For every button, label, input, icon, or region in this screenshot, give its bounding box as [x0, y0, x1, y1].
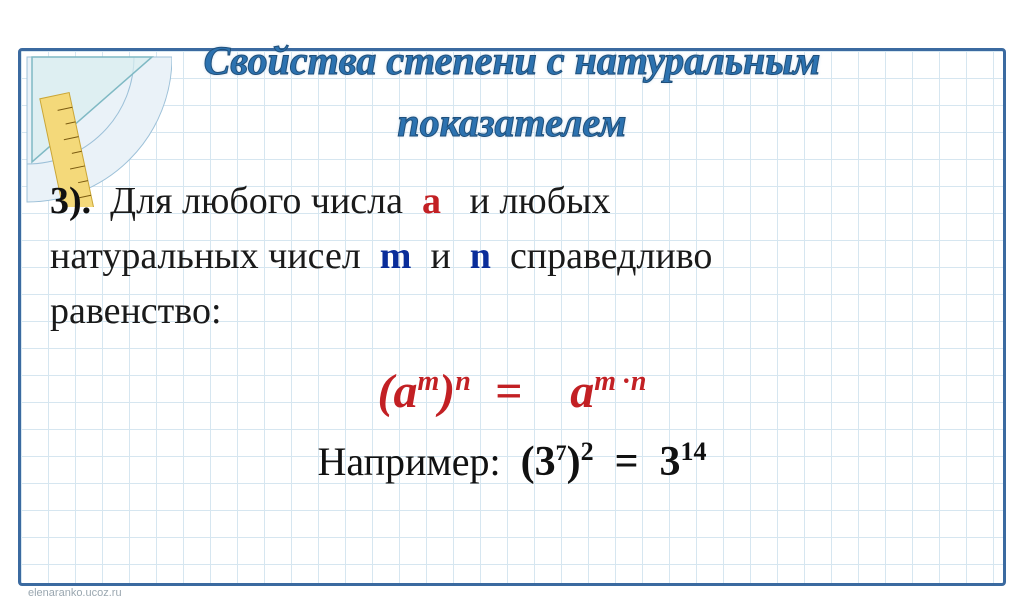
- var-n: n: [470, 235, 491, 277]
- intro-and: и: [430, 235, 450, 277]
- intro-part-1: Для любого числа: [110, 180, 403, 222]
- slide-title: Свойства степени с натуральным показател…: [0, 30, 1024, 154]
- formula-eq: =: [495, 365, 522, 418]
- rule-index: 3).: [50, 180, 91, 222]
- intro-part-4: справедливо: [510, 235, 712, 277]
- formula-base-rhs: a: [570, 365, 594, 418]
- title-line-1: Свойства степени с натуральным: [204, 38, 821, 83]
- ex-base1: 3: [535, 439, 556, 485]
- ex-base2: 3: [660, 439, 681, 485]
- ex-rparen: ): [567, 439, 581, 485]
- ex-eq: =: [615, 439, 639, 485]
- var-a: а: [422, 180, 441, 222]
- formula: (am)n = am ·n: [0, 364, 1024, 419]
- formula-exp-rhs-n: n: [631, 366, 647, 397]
- var-m: m: [380, 235, 412, 277]
- ex-exp3: 14: [681, 437, 707, 466]
- example: Например: (37)2 = 314: [0, 437, 1024, 486]
- formula-base-lhs: a: [393, 365, 417, 418]
- credit-text: elenaranko.ucoz.ru: [28, 587, 122, 599]
- intro-part-5: равенство:: [50, 290, 222, 332]
- intro-part-2: и любых: [470, 180, 611, 222]
- formula-exp-n: n: [455, 366, 471, 397]
- formula-exp-rhs: m ·n: [594, 366, 646, 397]
- formula-exp-rhs-m: m: [594, 366, 616, 397]
- rule-text: 3). Для любого числа а и любых натуральн…: [50, 174, 974, 339]
- intro-part-3: натуральных чисел: [50, 235, 361, 277]
- ex-lparen: (: [521, 439, 535, 485]
- ex-exp2: 2: [581, 437, 594, 466]
- formula-lparen: (: [378, 365, 394, 418]
- example-math: (37)2 = 314: [521, 439, 707, 485]
- title-line-2: показателем: [397, 100, 626, 145]
- formula-rparen: ): [439, 365, 455, 418]
- formula-exp-m: m: [417, 366, 439, 397]
- ex-exp1: 7: [556, 440, 567, 465]
- example-label: Например:: [317, 439, 500, 484]
- formula-exp-rhs-dot: ·: [622, 366, 631, 397]
